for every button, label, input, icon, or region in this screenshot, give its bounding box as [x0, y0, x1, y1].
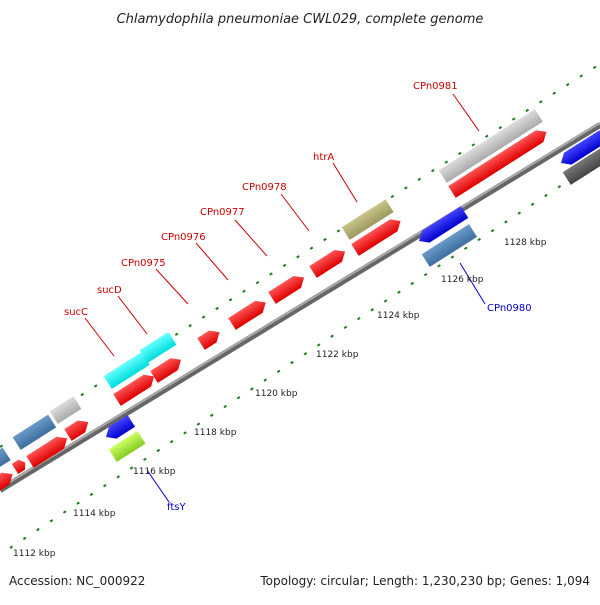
- gene-label[interactable]: CPn0981: [413, 81, 458, 92]
- gene-label[interactable]: ftsY: [167, 502, 186, 513]
- gene-feature-CPn0977[interactable]: [268, 272, 308, 304]
- scale-tick-label: 1118 kbp: [194, 428, 237, 438]
- accession-text: Accession: NC_000922: [9, 574, 145, 588]
- gene-feature[interactable]: [557, 130, 600, 169]
- scale-tick-label: 1126 kbp: [441, 275, 484, 285]
- gene-feature-sucD[interactable]: [139, 331, 177, 363]
- gene-feature[interactable]: [26, 432, 71, 468]
- scale-tick-label: 1124 kbp: [377, 311, 420, 321]
- scale-tick-label: 1128 kbp: [504, 238, 547, 248]
- scale-tick-label: 1122 kbp: [316, 350, 359, 360]
- gene-label[interactable]: htrA: [313, 152, 334, 163]
- gene-feature[interactable]: [11, 457, 29, 475]
- gene-feature[interactable]: [351, 215, 404, 256]
- gene-feature[interactable]: [12, 414, 57, 450]
- inner-dotted-track: [9, 159, 600, 549]
- gene-feature[interactable]: [562, 145, 600, 185]
- gene-labels: sucC sucD CPn0975 CPn0976 CPn0977 CPn097…: [64, 81, 532, 513]
- gene-feature[interactable]: [113, 370, 158, 406]
- gene-feature-CPn0981[interactable]: [438, 109, 543, 183]
- gene-feature[interactable]: [150, 354, 185, 383]
- gene-feature[interactable]: [415, 206, 469, 247]
- gene-feature[interactable]: [0, 447, 11, 471]
- genome-backbone-highlight: [0, 122, 600, 489]
- gene-feature[interactable]: [102, 414, 136, 443]
- scale-tick-label: 1114 kbp: [73, 509, 116, 519]
- gene-label[interactable]: CPn0978: [242, 182, 287, 193]
- genome-backbone: [0, 122, 600, 493]
- gene-feature[interactable]: [448, 126, 550, 198]
- gene-feature-ftsY[interactable]: [108, 430, 146, 462]
- gene-label[interactable]: CPn0976: [161, 232, 206, 243]
- genome-summary-text: Topology: circular; Length: 1,230,230 bp…: [259, 574, 590, 588]
- scale-tick-label: 1112 kbp: [13, 549, 56, 559]
- gene-feature-CPn0975[interactable]: [197, 326, 223, 350]
- label-leaders: [84, 93, 486, 503]
- gene-feature[interactable]: [64, 416, 92, 441]
- gene-features: [0, 109, 600, 492]
- gene-feature-CPn0976[interactable]: [228, 297, 269, 330]
- gene-label[interactable]: sucC: [64, 307, 88, 318]
- gene-feature[interactable]: [0, 468, 16, 492]
- scale-tick-label: 1116 kbp: [133, 467, 176, 477]
- gene-label[interactable]: sucD: [97, 285, 122, 296]
- gene-feature-CPn0978[interactable]: [309, 246, 349, 278]
- scale-tick-labels: 1112 kbp 1114 kbp 1116 kbp 1118 kbp 1120…: [13, 238, 547, 559]
- gene-label[interactable]: CPn0980: [487, 303, 532, 314]
- scale-tick-label: 1120 kbp: [255, 389, 298, 399]
- gene-label[interactable]: CPn0975: [121, 258, 166, 269]
- gene-feature[interactable]: [49, 396, 82, 424]
- gene-feature-sucC[interactable]: [103, 352, 150, 389]
- gene-feature-htrA[interactable]: [341, 199, 394, 240]
- map-title: Chlamydophila pneumoniae CWL029, complet…: [117, 12, 484, 27]
- outer-dotted-track: [0, 63, 600, 448]
- gene-label[interactable]: CPn0977: [200, 207, 245, 218]
- gene-feature-CPn0980[interactable]: [421, 224, 477, 267]
